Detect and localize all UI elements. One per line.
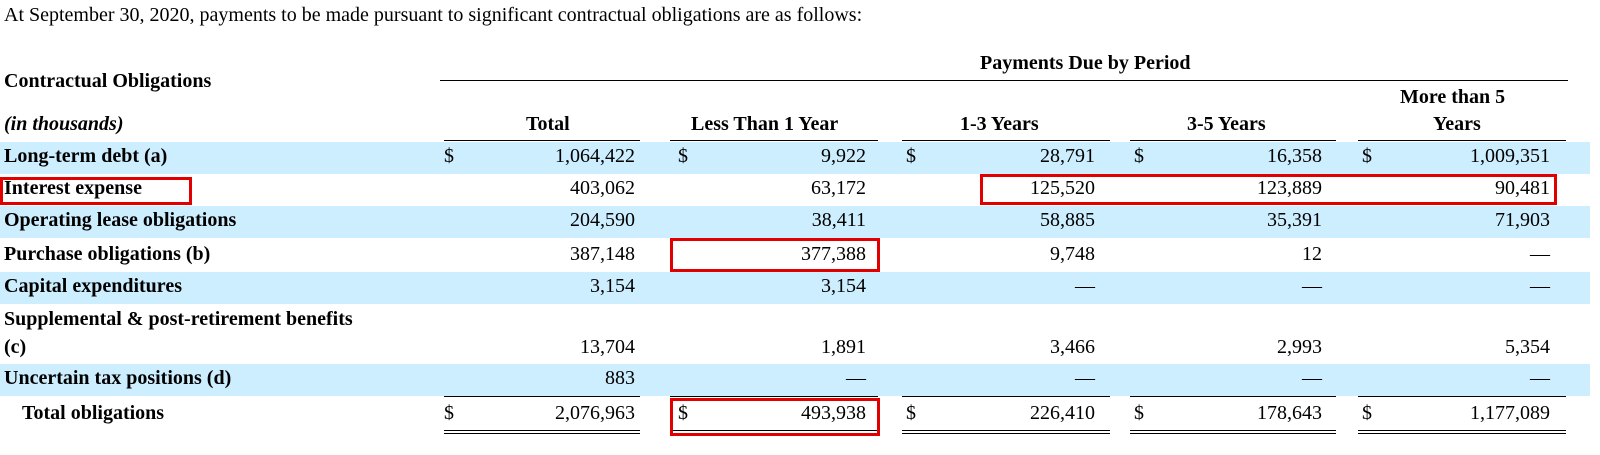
col-rule-1-3yr <box>902 140 1110 141</box>
cell-less-1yr: 3,154 <box>821 275 866 297</box>
total-rule-top <box>1358 396 1566 397</box>
cell-more5: 5,354 <box>1505 336 1550 358</box>
cell-total: 403,062 <box>570 177 635 199</box>
total-cell-3-5yr: 178,643 <box>1257 402 1322 424</box>
table-row: Capital expenditures 3,154 3,154 — — — <box>0 272 1590 304</box>
row-label: Capital expenditures <box>4 275 182 297</box>
cell-3-5yr: 123,889 <box>1257 177 1322 199</box>
total-rule-top <box>1130 396 1336 397</box>
cell-1-3yr: — <box>1075 275 1095 297</box>
table-row: Uncertain tax positions (d) 883 — — — — <box>0 364 1590 396</box>
cell-3-5yr: 16,358 <box>1267 145 1322 167</box>
row-label: Supplemental & post-retirement benefits <box>4 308 353 330</box>
total-double-rule <box>1358 430 1566 434</box>
cell-more5: — <box>1530 275 1550 297</box>
cell-1-3yr: 28,791 <box>1040 145 1095 167</box>
cell-more5: 1,009,351 <box>1470 145 1550 167</box>
col-header-more5-line2: Years <box>1433 113 1481 135</box>
cell-1-3yr: — <box>1075 367 1095 389</box>
currency-sign: $ <box>1362 402 1372 424</box>
cell-3-5yr: 12 <box>1302 243 1322 265</box>
group-header: Payments Due by Period <box>980 52 1191 74</box>
col-rule-less-1yr <box>670 140 878 141</box>
total-rule-top <box>902 396 1110 397</box>
cell-1-3yr: 125,520 <box>1030 177 1095 199</box>
row-label: Uncertain tax positions (d) <box>4 367 232 389</box>
cell-3-5yr: 35,391 <box>1267 209 1322 231</box>
row-label: Operating lease obligations <box>4 209 237 231</box>
col-header-more5-line1: More than 5 <box>1400 86 1506 108</box>
row-label: Purchase obligations (b) <box>4 243 211 265</box>
currency-sign: $ <box>444 145 454 167</box>
label-column-title: Contractual Obligations <box>4 70 212 92</box>
cell-more5: 90,481 <box>1495 177 1550 199</box>
row-label: Long-term debt (a) <box>4 145 168 167</box>
currency-sign: $ <box>906 145 916 167</box>
total-double-rule <box>902 430 1110 434</box>
cell-less-1yr: 377,388 <box>801 243 866 265</box>
cell-1-3yr: 9,748 <box>1050 243 1095 265</box>
cell-total: 1,064,422 <box>555 145 635 167</box>
cell-1-3yr: 58,885 <box>1040 209 1095 231</box>
cell-more5: — <box>1530 367 1550 389</box>
col-header-1-3yr: 1-3 Years <box>960 113 1039 135</box>
cell-total: 3,154 <box>590 275 635 297</box>
row-label-continued: (c) <box>4 336 27 358</box>
cell-total: 883 <box>605 367 635 389</box>
cell-less-1yr: 1,891 <box>821 336 866 358</box>
col-header-total: Total <box>526 113 570 135</box>
total-rule-top <box>444 396 640 397</box>
cell-total: 204,590 <box>570 209 635 231</box>
cell-3-5yr: 2,993 <box>1277 336 1322 358</box>
cell-less-1yr: 63,172 <box>811 177 866 199</box>
highlight-box-total-less-1yr <box>670 398 880 436</box>
table-row: Supplemental & post-retirement benefits … <box>0 304 1590 364</box>
cell-total: 13,704 <box>580 336 635 358</box>
cell-3-5yr: — <box>1302 367 1322 389</box>
highlight-box-interest-values <box>980 174 1557 205</box>
currency-sign: $ <box>906 402 916 424</box>
col-header-less-1yr: Less Than 1 Year <box>691 113 839 135</box>
col-rule-3-5yr <box>1130 140 1336 141</box>
currency-sign: $ <box>678 402 688 424</box>
cell-less-1yr: 9,922 <box>821 145 866 167</box>
total-double-rule <box>1130 430 1336 434</box>
intro-text: At September 30, 2020, payments to be ma… <box>4 4 863 26</box>
cell-more5: 71,903 <box>1495 209 1550 231</box>
currency-sign: $ <box>444 402 454 424</box>
cell-less-1yr: 38,411 <box>811 209 866 231</box>
highlight-box-purchase-less-1yr <box>670 238 880 272</box>
total-rule-top <box>670 396 878 397</box>
cell-more5: — <box>1530 243 1550 265</box>
col-rule-total <box>444 140 640 141</box>
table-row: Operating lease obligations 204,590 38,4… <box>0 206 1590 238</box>
units-label: (in thousands) <box>4 113 124 135</box>
row-label: Interest expense <box>4 177 142 199</box>
col-header-3-5yr: 3-5 Years <box>1187 113 1266 135</box>
total-cell-total: 2,076,963 <box>555 402 635 424</box>
currency-sign: $ <box>678 145 688 167</box>
total-cell-1-3yr: 226,410 <box>1030 402 1095 424</box>
total-cell-less-1yr: 493,938 <box>801 402 866 424</box>
cell-total: 387,148 <box>570 243 635 265</box>
currency-sign: $ <box>1134 402 1144 424</box>
highlight-box-interest-label <box>0 177 192 205</box>
total-label: Total obligations <box>22 402 165 424</box>
col-rule-more5 <box>1358 140 1566 141</box>
group-header-rule <box>440 80 1568 81</box>
currency-sign: $ <box>1134 145 1144 167</box>
cell-1-3yr: 3,466 <box>1050 336 1095 358</box>
table-row: Purchase obligations (b) 387,148 377,388… <box>0 238 1590 272</box>
total-cell-more5: 1,177,089 <box>1470 402 1550 424</box>
table-row: Long-term debt (a) $ 1,064,422 $ 9,922 $… <box>0 142 1590 174</box>
currency-sign: $ <box>1362 145 1372 167</box>
total-row: Total obligations $ 2,076,963 $ 493,938 … <box>0 398 1590 430</box>
total-double-rule <box>444 430 640 434</box>
cell-less-1yr: — <box>846 367 866 389</box>
cell-3-5yr: — <box>1302 275 1322 297</box>
table-row: Interest expense 403,062 63,172 125,520 … <box>0 174 1590 206</box>
